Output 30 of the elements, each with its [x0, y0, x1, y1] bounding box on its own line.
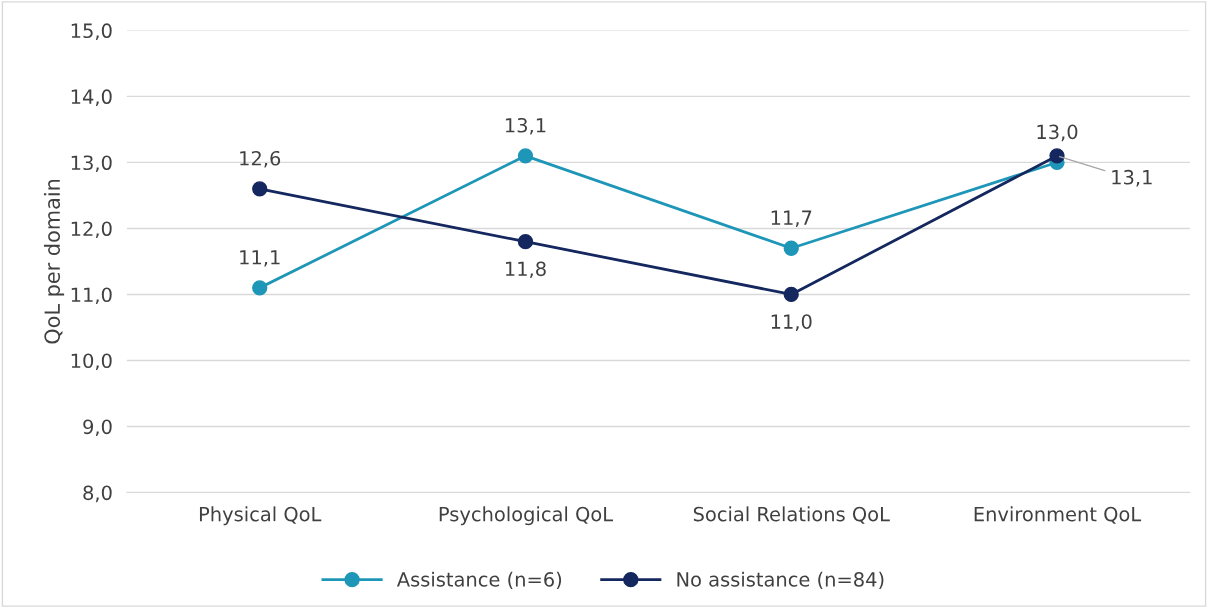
y-tick-label: 8,0 [83, 485, 112, 503]
y-tick-label: 13,0 [71, 155, 112, 173]
data-label: 11,7 [771, 210, 812, 228]
y-tick-label: 14,0 [71, 89, 112, 107]
data-label: 12,6 [240, 150, 281, 168]
y-tick-label: 12,0 [71, 221, 112, 239]
data-label: 11,0 [771, 314, 812, 331]
x-tick-label: Psychological QoL [439, 506, 613, 526]
point [1049, 148, 1065, 164]
y-tick-label: 15,0 [71, 23, 112, 41]
data-label: 11,8 [505, 261, 546, 279]
legend-label: No assistance (n=84) [677, 571, 884, 590]
data-label: 13,1 [1112, 169, 1152, 187]
legend-label: Assistance (n=6) [396, 571, 562, 590]
y-tick-label: 11,0 [71, 287, 112, 305]
point [783, 286, 799, 303]
x-tick-label: Social Relations QoL [693, 506, 890, 524]
point [517, 233, 534, 250]
data-label: 11,1 [240, 250, 280, 267]
point [517, 148, 534, 164]
y-tick-label: 9,0 [83, 419, 112, 437]
data-label: 13,0 [1037, 124, 1078, 142]
y-axis-title: QoL per domain [43, 179, 65, 344]
y-tick-label: 10,0 [71, 353, 112, 371]
point [252, 280, 268, 296]
point [252, 181, 268, 197]
x-tick-label: Physical QoL [199, 506, 322, 526]
data-label: 13,1 [505, 117, 546, 135]
x-tick-label: Environment QoL [974, 506, 1142, 524]
point [783, 240, 799, 256]
